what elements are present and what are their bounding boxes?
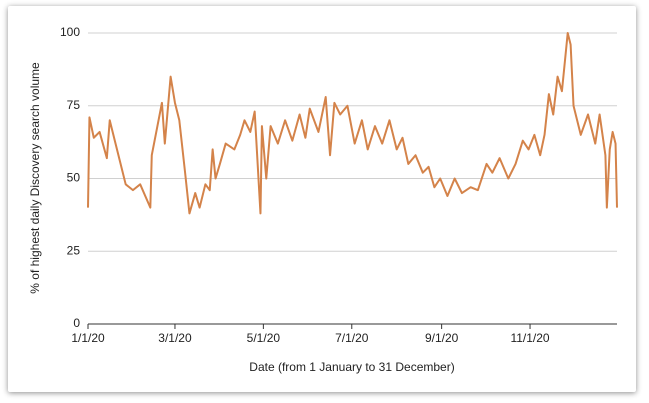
y-tick-label: 50: [67, 171, 81, 185]
chart-card: [8, 6, 636, 392]
x-tick-label: 3/1/20: [158, 331, 192, 345]
y-tick-label: 0: [73, 316, 80, 330]
y-axis-label: % of highest daily Discovery search volu…: [28, 62, 42, 294]
y-tick-label: 100: [60, 25, 80, 39]
data-line: [87, 32, 618, 215]
x-tick-label: 9/1/20: [425, 331, 459, 345]
x-tick-label: 11/1/20: [510, 331, 549, 345]
y-tick-label: 25: [67, 243, 81, 257]
x-tick-label: 1/1/20: [71, 331, 105, 345]
x-tick-label: 7/1/20: [335, 331, 369, 345]
x-tick-label: 5/1/20: [247, 331, 281, 345]
y-tick-label: 75: [67, 98, 81, 112]
x-axis-label: Date (from 1 January to 31 December): [249, 360, 454, 374]
